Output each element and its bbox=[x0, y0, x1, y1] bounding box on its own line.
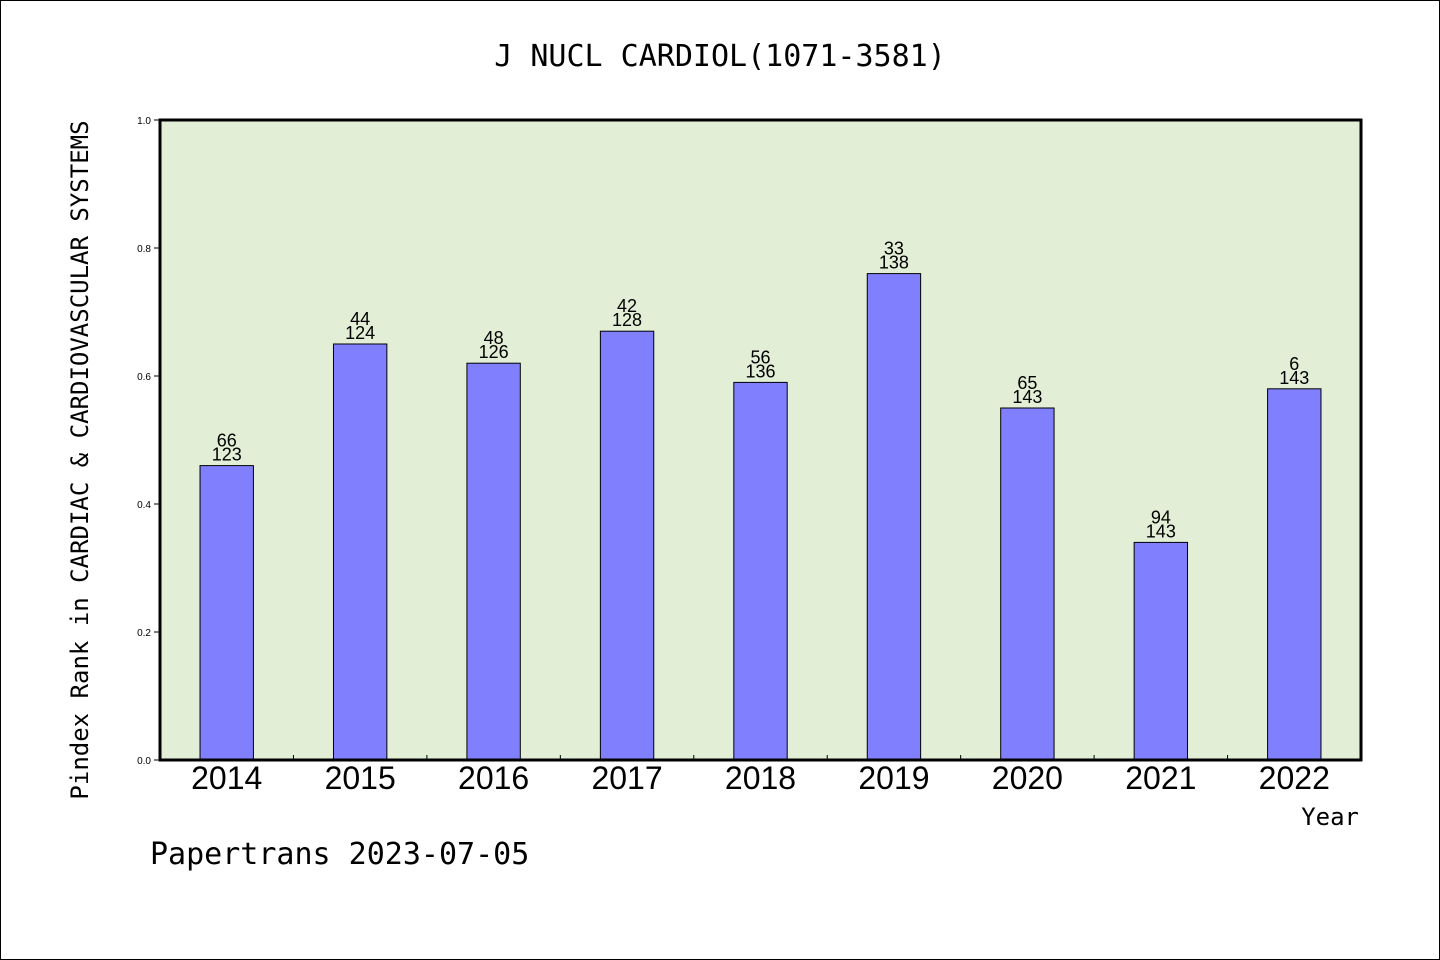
bar-2022 bbox=[1267, 388, 1322, 761]
y-tick-label: 0.2 bbox=[137, 628, 151, 639]
y-tick-label: 0.6 bbox=[137, 372, 151, 383]
plot-border bbox=[158, 118, 1363, 762]
rank-label: 6 bbox=[1289, 354, 1299, 374]
x-tick-label: 2016 bbox=[458, 760, 529, 796]
x-axis-label: Year bbox=[1301, 803, 1359, 831]
total-label: 136 bbox=[745, 361, 775, 381]
total-label: 124 bbox=[345, 323, 375, 343]
x-tick-label: 2020 bbox=[992, 760, 1063, 796]
footer-text: Papertrans 2023-07-05 bbox=[150, 837, 529, 872]
x-tick-label: 2019 bbox=[858, 760, 929, 796]
total-label: 126 bbox=[479, 342, 509, 362]
x-tick-label: 2017 bbox=[591, 760, 662, 796]
bar-2014 bbox=[199, 465, 254, 761]
x-tick-label: 2015 bbox=[325, 760, 396, 796]
x-axis-ticks: 2014 2015 2016 2017 2018 2019 2020 2021 2022 bbox=[191, 755, 1330, 796]
rank-label: 94 bbox=[1151, 507, 1171, 527]
rank-label: 44 bbox=[350, 309, 370, 329]
total-label: 143 bbox=[1279, 368, 1309, 388]
y-tick-label: 1.0 bbox=[137, 116, 151, 127]
x-tick-label: 2014 bbox=[191, 760, 262, 796]
rank-label: 33 bbox=[884, 239, 904, 259]
bar-2019 bbox=[866, 273, 922, 761]
bar-2016 bbox=[466, 362, 521, 761]
total-label: 128 bbox=[612, 310, 642, 330]
bars bbox=[199, 273, 1322, 761]
total-label: 123 bbox=[212, 445, 242, 465]
total-label: 138 bbox=[879, 253, 909, 273]
bar-2017 bbox=[599, 330, 655, 761]
chart-title: J NUCL CARDIOL(1071-3581) bbox=[494, 39, 946, 74]
bar-2018 bbox=[733, 381, 788, 761]
rank-label: 65 bbox=[1017, 373, 1037, 393]
total-label: 143 bbox=[1012, 387, 1042, 407]
rank-label: 42 bbox=[617, 296, 637, 316]
x-tick-label: 2021 bbox=[1125, 760, 1196, 796]
total-label: 143 bbox=[1146, 521, 1176, 541]
y-tick-label: 0.4 bbox=[137, 500, 151, 511]
y-tick-label: 0.8 bbox=[137, 244, 151, 255]
y-axis-label: Pindex Rank in CARDIAC & CARDIOVASCULAR … bbox=[66, 120, 94, 799]
bar-2020 bbox=[1000, 407, 1055, 761]
rank-label: 56 bbox=[750, 347, 770, 367]
rank-label: 66 bbox=[217, 431, 237, 451]
y-tick-label: 0.0 bbox=[137, 756, 151, 767]
y-axis-ticks: 0.0 0.2 0.4 0.6 0.8 1.0 bbox=[137, 116, 160, 767]
x-tick-label: 2022 bbox=[1259, 760, 1330, 796]
bar-2021 bbox=[1133, 541, 1189, 761]
x-tick-label: 2018 bbox=[725, 760, 796, 796]
rank-label: 48 bbox=[484, 328, 504, 348]
bar-2015 bbox=[332, 343, 388, 761]
